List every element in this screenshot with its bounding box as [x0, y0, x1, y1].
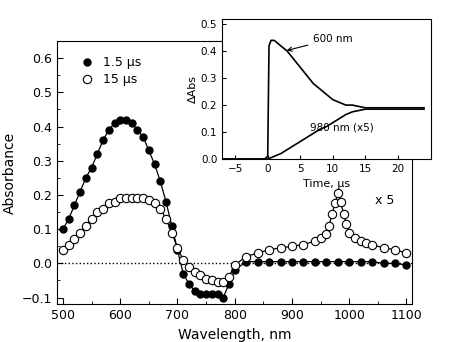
- 1.5 μs: [186, 282, 191, 286]
- 1.5 μs: [209, 292, 215, 296]
- 1.5 μs: [66, 217, 71, 221]
- 1.5 μs: [158, 179, 163, 183]
- 1.5 μs: [106, 128, 112, 132]
- 1.5 μs: [100, 138, 106, 142]
- 15 μs: [175, 246, 180, 250]
- Text: 600 nm: 600 nm: [288, 34, 353, 51]
- 15 μs: [364, 241, 369, 245]
- 15 μs: [392, 248, 398, 252]
- X-axis label: Time, μs: Time, μs: [303, 180, 350, 189]
- 1.5 μs: [392, 261, 398, 265]
- 1.5 μs: [255, 260, 261, 264]
- 1.5 μs: [369, 260, 375, 264]
- 1.5 μs: [381, 261, 387, 265]
- 1.5 μs: [215, 292, 220, 296]
- 1.5 μs: [267, 260, 272, 264]
- 1.5 μs: [335, 260, 340, 264]
- 1.5 μs: [198, 292, 203, 296]
- 1.5 μs: [221, 295, 226, 300]
- 1.5 μs: [123, 118, 129, 122]
- Legend: 1.5 μs, 15 μs: 1.5 μs, 15 μs: [74, 53, 145, 90]
- Line: 1.5 μs: 1.5 μs: [60, 116, 410, 301]
- 1.5 μs: [169, 224, 174, 228]
- 1.5 μs: [146, 148, 152, 153]
- 1.5 μs: [112, 121, 117, 125]
- 1.5 μs: [152, 162, 158, 166]
- 15 μs: [95, 210, 100, 214]
- 15 μs: [135, 196, 140, 200]
- 15 μs: [215, 280, 220, 284]
- 1.5 μs: [192, 289, 197, 293]
- 1.5 μs: [83, 176, 89, 180]
- Text: x 5: x 5: [375, 194, 394, 207]
- 15 μs: [404, 251, 409, 255]
- 1.5 μs: [77, 189, 83, 194]
- 1.5 μs: [226, 282, 232, 286]
- 15 μs: [60, 248, 66, 252]
- 1.5 μs: [164, 200, 169, 204]
- Line: 15 μs: 15 μs: [59, 189, 411, 286]
- 1.5 μs: [323, 260, 329, 264]
- 1.5 μs: [175, 248, 180, 252]
- 1.5 μs: [358, 260, 364, 264]
- 15 μs: [117, 196, 123, 200]
- 1.5 μs: [301, 260, 306, 264]
- X-axis label: Wavelength, nm: Wavelength, nm: [178, 328, 291, 342]
- 1.5 μs: [135, 128, 140, 132]
- Y-axis label: Absorbance: Absorbance: [2, 132, 16, 214]
- 1.5 μs: [346, 260, 352, 264]
- 1.5 μs: [278, 260, 283, 264]
- 1.5 μs: [117, 118, 123, 122]
- 1.5 μs: [232, 268, 238, 272]
- 1.5 μs: [60, 227, 66, 231]
- 1.5 μs: [244, 260, 249, 264]
- 1.5 μs: [95, 152, 100, 156]
- 1.5 μs: [289, 260, 295, 264]
- Y-axis label: ΔAbs: ΔAbs: [188, 75, 198, 103]
- 1.5 μs: [180, 272, 186, 276]
- 1.5 μs: [89, 166, 94, 170]
- 1.5 μs: [129, 121, 135, 125]
- 15 μs: [335, 191, 340, 195]
- 1.5 μs: [203, 292, 209, 296]
- 1.5 μs: [71, 203, 77, 207]
- 1.5 μs: [404, 263, 409, 267]
- 1.5 μs: [140, 135, 146, 139]
- Text: 980 nm (x5): 980 nm (x5): [310, 123, 374, 133]
- 1.5 μs: [312, 260, 318, 264]
